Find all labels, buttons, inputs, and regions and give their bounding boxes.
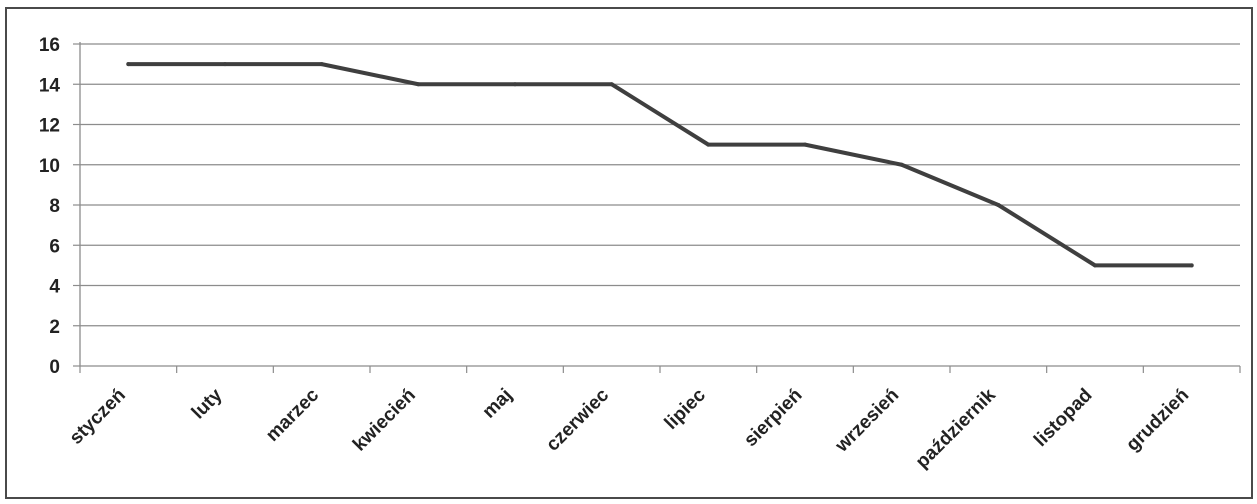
y-tick-label: 16 bbox=[39, 35, 60, 56]
data-point bbox=[513, 82, 517, 87]
series-line bbox=[126, 62, 1194, 268]
y-tick-label: 0 bbox=[49, 357, 60, 378]
y-tick-label: 2 bbox=[49, 317, 60, 338]
data-point bbox=[899, 162, 904, 167]
gridlines bbox=[80, 43, 1240, 327]
y-tick-label: 12 bbox=[39, 116, 60, 137]
data-point bbox=[1093, 263, 1097, 268]
y-tick-label: 10 bbox=[39, 156, 60, 177]
chart-border bbox=[5, 7, 1253, 499]
data-point bbox=[223, 62, 227, 67]
data-point bbox=[1189, 263, 1194, 268]
y-axis-tick-labels: 0 2 4 6 8 10 12 14 16 bbox=[39, 35, 61, 378]
axes bbox=[73, 42, 1241, 373]
data-point bbox=[416, 82, 421, 87]
data-point bbox=[803, 142, 807, 147]
data-point bbox=[319, 62, 324, 67]
y-tick-label: 6 bbox=[49, 236, 60, 257]
y-tick-label: 8 bbox=[49, 196, 60, 217]
data-point bbox=[609, 82, 614, 87]
series-layer bbox=[126, 62, 1194, 268]
y-tick-label: 14 bbox=[39, 75, 61, 96]
y-tick-label: 4 bbox=[49, 277, 60, 298]
data-point bbox=[126, 62, 131, 67]
data-point bbox=[996, 203, 1001, 207]
data-point bbox=[706, 142, 711, 147]
